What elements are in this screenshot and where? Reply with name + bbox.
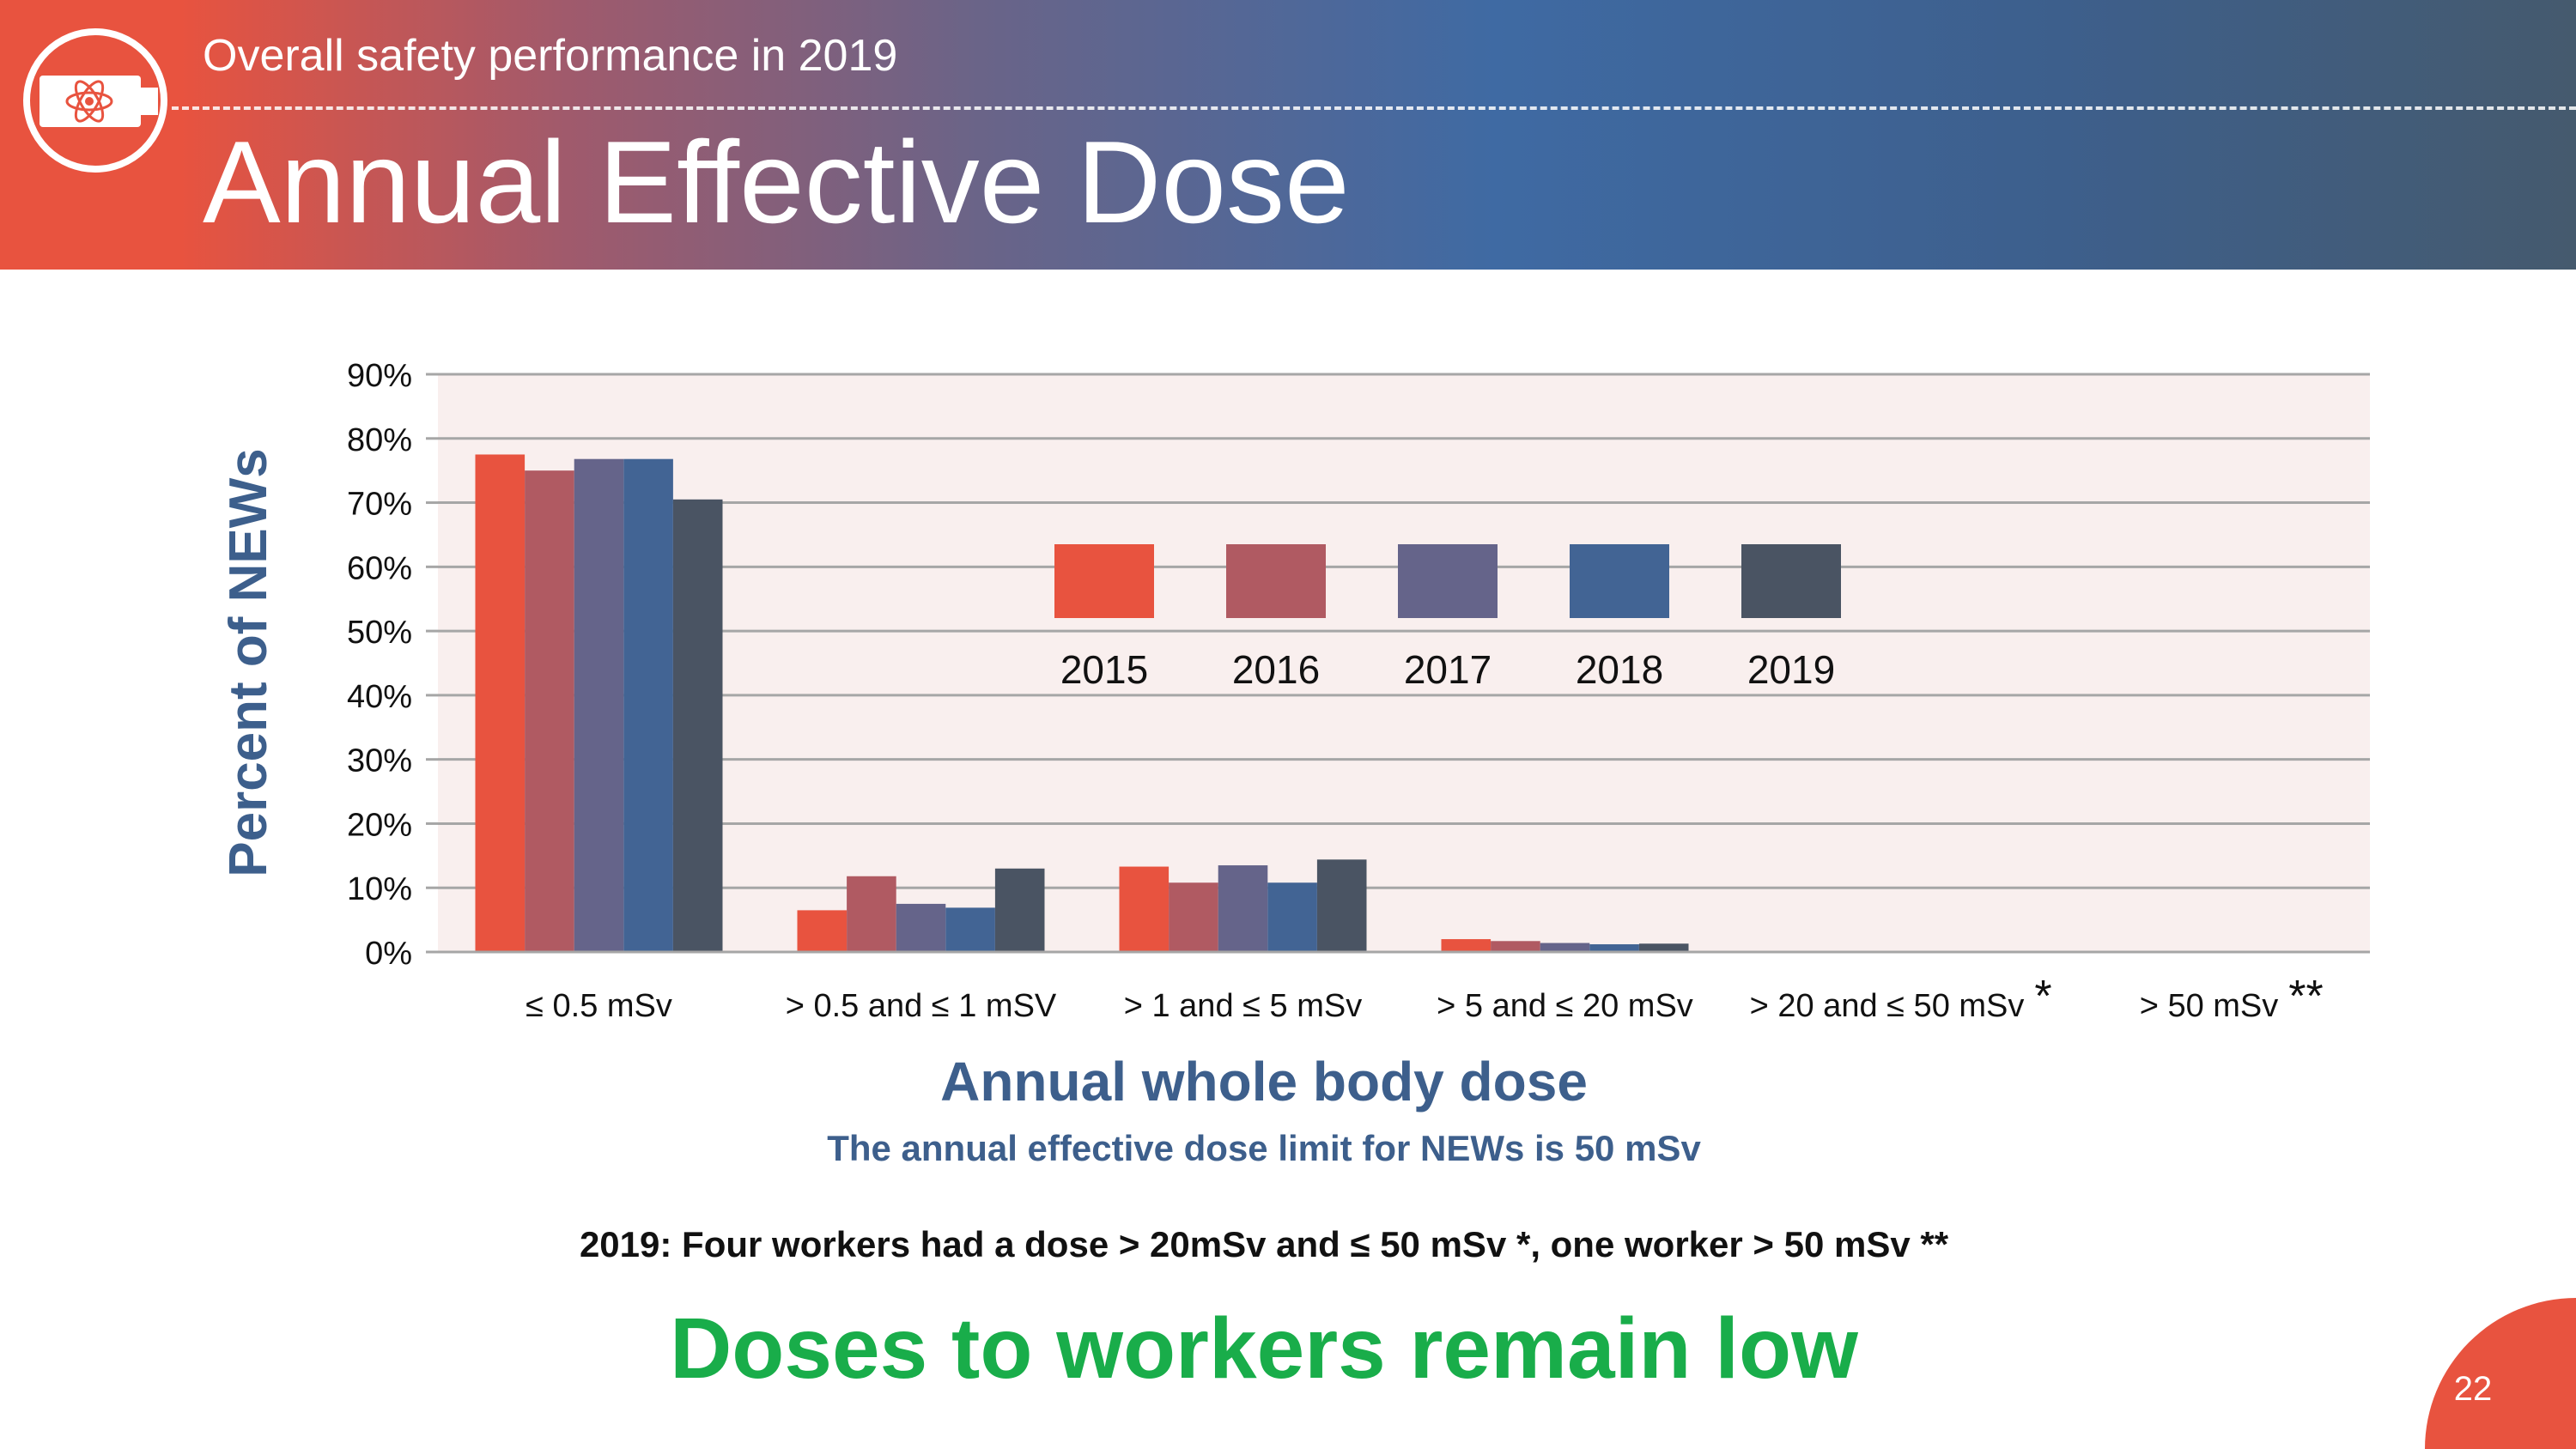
y-tick-label: 80% — [347, 422, 412, 458]
dose-bar-chart: 0% 10% 20% 30% 40% 50% 60% 70% 80% 90% ≤ 0.5 mSv >… — [219, 358, 2370, 1168]
y-tick-label: 50% — [347, 615, 412, 651]
x-tick-label: > 1 and ≤ 5 mSv — [1124, 988, 1363, 1024]
y-tick-label: 40% — [347, 679, 412, 715]
bar-2019-1 — [994, 868, 1045, 952]
bar-2018-0 — [623, 458, 673, 952]
legend-label-2015: 2015 — [1060, 647, 1148, 692]
bar-2017-3 — [1540, 943, 1590, 952]
bar-2016-1 — [847, 876, 896, 952]
bar-2017-2 — [1218, 865, 1268, 952]
y-tick-label: 30% — [347, 743, 412, 779]
y-tick-label: 60% — [347, 550, 412, 586]
gridlines — [438, 373, 2370, 889]
bar-2018-3 — [1589, 944, 1639, 952]
y-tick-label: 70% — [347, 487, 412, 523]
bar-2016-0 — [525, 470, 574, 952]
y-tick-label: 90% — [347, 358, 412, 394]
bar-2019-0 — [672, 499, 723, 952]
legend-label-2019: 2019 — [1747, 647, 1835, 692]
x-tick-label: ≤ 0.5 mSv — [526, 988, 672, 1024]
legend-label-2016: 2016 — [1232, 647, 1320, 692]
y-tick-label: 10% — [347, 871, 412, 907]
conclusion-headline: Doses to workers remain low — [670, 1300, 1858, 1397]
x-tick-label: > 20 and ≤ 50 mSv — [1750, 988, 2025, 1024]
bar-2018-1 — [945, 907, 995, 952]
header-divider — [172, 106, 2576, 110]
bar-2015-1 — [797, 910, 848, 952]
atom-logo-icon — [23, 28, 167, 173]
bar-2015-3 — [1441, 939, 1492, 952]
y-tick-label: 0% — [365, 936, 412, 972]
y-axis-ticks: 0% 10% 20% 30% 40% 50% 60% 70% 80% 90% — [347, 358, 438, 972]
bar-2016-3 — [1491, 941, 1540, 952]
bar-2015-2 — [1119, 866, 1170, 952]
legend-label-2018: 2018 — [1576, 647, 1663, 692]
x-tick-footnote-mark: ** — [2288, 972, 2323, 1022]
legend-label-2017: 2017 — [1404, 647, 1492, 692]
x-axis-title: Annual whole body dose — [940, 1051, 1588, 1113]
slide-subtitle: Overall safety performance in 2019 — [203, 31, 898, 81]
x-tick-label: > 0.5 and ≤ 1 mSV — [786, 988, 1057, 1024]
x-axis-subtitle: The annual effective dose limit for NEWs… — [827, 1128, 1701, 1168]
x-axis-ticks: ≤ 0.5 mSv > 0.5 and ≤ 1 mSV > 1 and ≤ 5 mS… — [526, 972, 2324, 1024]
y-axis-title: Percent of NEWs — [219, 448, 278, 877]
legend-swatch-2016 — [1226, 544, 1326, 618]
slide-title: Annual Effective Dose — [203, 117, 1350, 247]
bar-2018-2 — [1267, 882, 1317, 952]
bar-2016-2 — [1169, 882, 1218, 952]
legend-swatch-2019 — [1741, 544, 1841, 618]
legend-swatch-2018 — [1570, 544, 1669, 618]
footnote: 2019: Four workers had a dose > 20mSv an… — [579, 1224, 1949, 1264]
bar-2015-0 — [475, 454, 526, 952]
bars — [475, 454, 1689, 952]
y-tick-label: 20% — [347, 807, 412, 843]
slide-header: Overall safety performance in 2019 Annua… — [0, 0, 2576, 270]
x-tick-label: > 5 and ≤ 20 mSv — [1437, 988, 1693, 1024]
plot-background — [438, 374, 2370, 952]
x-tick-label: > 50 mSv — [2140, 988, 2279, 1024]
x-tick-footnote-mark: * — [2034, 972, 2051, 1022]
page-number: 22 — [2453, 1370, 2493, 1408]
bar-2017-1 — [896, 903, 946, 952]
legend: 2015 2016 2017 2018 2019 — [1054, 544, 1841, 692]
legend-swatch-2017 — [1398, 544, 1498, 618]
bar-2019-3 — [1638, 943, 1689, 952]
bar-2017-0 — [574, 458, 624, 952]
bar-2019-2 — [1316, 859, 1367, 952]
legend-swatch-2015 — [1054, 544, 1154, 618]
